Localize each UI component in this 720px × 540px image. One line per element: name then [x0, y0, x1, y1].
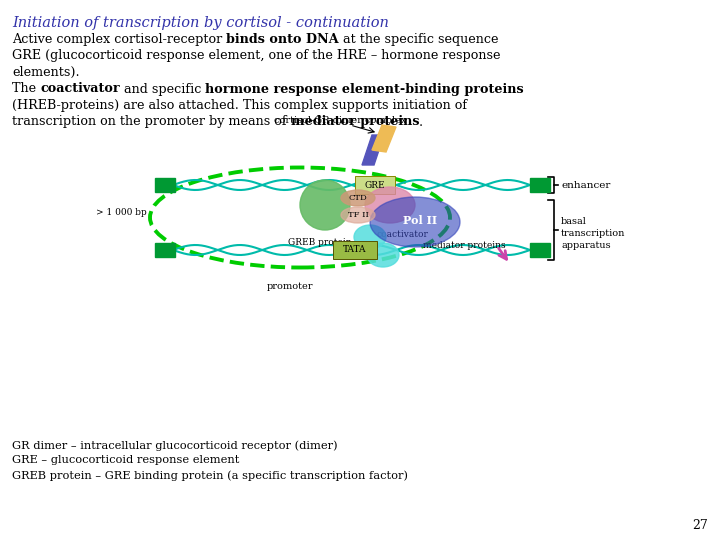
Text: GREB protein: GREB protein [288, 238, 352, 247]
Bar [355, 176, 395, 194]
Text: TATA: TATA [343, 246, 366, 254]
Text: coactivator: coactivator [376, 230, 428, 239]
Bar [333, 241, 377, 259]
Text: Active complex cortisol-receptor: Active complex cortisol-receptor [12, 33, 226, 46]
Text: GRE (glucocorticoid response element, one of the HRE – hormone response: GRE (glucocorticoid response element, on… [12, 50, 500, 63]
Text: basal: basal [561, 218, 587, 226]
Text: GR dimer – intracellular glucocorticoid receptor (dimer): GR dimer – intracellular glucocorticoid … [12, 440, 338, 450]
Text: transcription on the promoter by means of: transcription on the promoter by means o… [12, 116, 291, 129]
Text: > 1 000 bp: > 1 000 bp [96, 208, 147, 217]
Text: apparatus: apparatus [561, 241, 611, 251]
Text: Initiation of transcription by cortisol - continuation: Initiation of transcription by cortisol … [12, 16, 389, 30]
Text: hormone response element-binding proteins: hormone response element-binding protein… [205, 83, 523, 96]
Text: TF II: TF II [348, 211, 369, 219]
Polygon shape [372, 125, 396, 152]
Text: binds onto DNA: binds onto DNA [226, 33, 339, 46]
Ellipse shape [341, 190, 375, 206]
Text: 27: 27 [692, 519, 708, 532]
Ellipse shape [365, 187, 415, 223]
Ellipse shape [367, 243, 399, 267]
Text: mediator proteins: mediator proteins [423, 240, 505, 249]
Text: .: . [419, 116, 423, 129]
Text: coactivator: coactivator [40, 83, 120, 96]
Text: transcription: transcription [561, 230, 626, 239]
Text: GRE: GRE [365, 180, 385, 190]
Polygon shape [362, 135, 384, 165]
Ellipse shape [354, 225, 386, 249]
Text: CTD: CTD [348, 194, 367, 202]
Text: cortisol-GR dimer complex: cortisol-GR dimer complex [274, 116, 406, 125]
Circle shape [300, 180, 350, 230]
Text: Pol II: Pol II [403, 214, 437, 226]
Text: and specific: and specific [120, 83, 205, 96]
Text: elements).: elements). [12, 66, 80, 79]
Bar [155, 243, 175, 257]
Text: GREB protein – GRE binding protein (a specific transcription factor): GREB protein – GRE binding protein (a sp… [12, 470, 408, 481]
Ellipse shape [370, 197, 460, 247]
Ellipse shape [341, 207, 375, 223]
Bar [155, 178, 175, 192]
Text: enhancer: enhancer [561, 180, 611, 190]
Text: mediator proteins: mediator proteins [291, 116, 419, 129]
Text: GRE – glucocorticoid response element: GRE – glucocorticoid response element [12, 455, 239, 465]
Text: The: The [12, 83, 40, 96]
Text: (HREB-proteins) are also attached. This complex supports initiation of: (HREB-proteins) are also attached. This … [12, 99, 467, 112]
Bar [530, 243, 550, 257]
Text: at the specific sequence: at the specific sequence [339, 33, 498, 46]
Bar [530, 178, 550, 192]
Text: promoter: promoter [266, 282, 313, 291]
